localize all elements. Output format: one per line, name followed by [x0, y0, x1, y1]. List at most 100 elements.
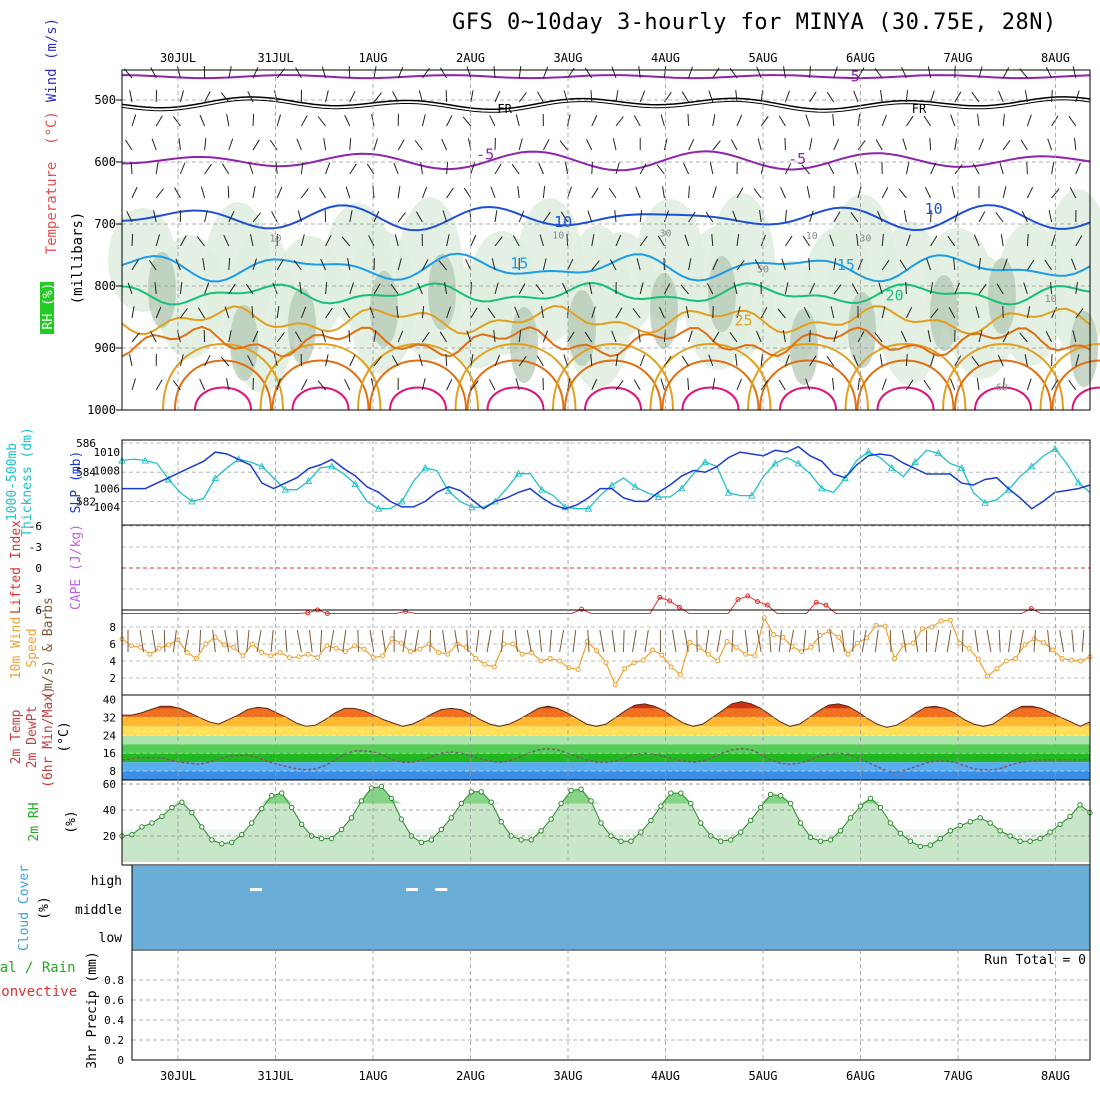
- rh-area: [122, 786, 1090, 862]
- precip-convective-label: Convective: [0, 984, 77, 1000]
- wind-barb: [1002, 67, 1010, 79]
- wind-barb: [591, 161, 593, 175]
- wind-barb: [1024, 354, 1028, 367]
- wind-point: [966, 645, 972, 651]
- surface-wind-barb: [198, 629, 202, 653]
- wind-barb: [1026, 233, 1029, 247]
- wind-barb: [470, 162, 475, 175]
- wind-barb: [687, 377, 690, 391]
- wind-barb: [252, 113, 255, 127]
- surface-wind-barb: [246, 629, 250, 653]
- wind-barb: [615, 354, 619, 367]
- wind-barb: [1051, 115, 1059, 127]
- wind-barb: [446, 306, 451, 319]
- wind-barb: [736, 260, 745, 271]
- wind-barb: [179, 354, 184, 367]
- wind-barb: [590, 354, 593, 367]
- wind-barb: [1048, 210, 1053, 223]
- wind-point: [138, 644, 144, 650]
- wind-point: [249, 641, 255, 647]
- wind-point: [482, 661, 488, 667]
- wind-barb: [591, 260, 600, 271]
- wind-point: [798, 649, 804, 655]
- wind-point: [640, 657, 646, 663]
- wind-barb: [131, 332, 140, 343]
- wind-point: [892, 655, 898, 661]
- wind-barb: [778, 379, 786, 391]
- rh-point: [1067, 813, 1073, 820]
- surface-wind-barb: [861, 629, 867, 653]
- wind-point: [184, 650, 190, 655]
- wind-barb: [688, 258, 692, 271]
- wind-barb: [829, 234, 835, 247]
- surface-wind-barb: [1071, 629, 1075, 653]
- wind-barb: [809, 138, 813, 151]
- rh-point: [478, 789, 484, 795]
- rh-point: [428, 837, 435, 843]
- wind-barb: [251, 306, 254, 319]
- wind-barb: [875, 139, 883, 151]
- wind-barb: [827, 163, 835, 175]
- wind-barb: [150, 331, 157, 343]
- wind-point: [491, 664, 497, 670]
- day-label-bottom: 8AUG: [1041, 1069, 1070, 1083]
- wind-barb: [802, 235, 811, 247]
- wind-barb: [200, 186, 206, 199]
- wind-barb: [518, 66, 522, 79]
- wind-barb: [155, 379, 163, 391]
- rh-point: [1047, 829, 1053, 835]
- wind-point: [957, 640, 963, 646]
- wind-barb: [950, 378, 956, 391]
- day-label-bottom: 4AUG: [651, 1069, 680, 1083]
- rh-contour-label: 10: [552, 231, 564, 242]
- wind-point: [166, 642, 172, 648]
- wind-axis-label: 10m Wind: [9, 617, 24, 680]
- wind-barb: [874, 332, 883, 343]
- wind-barb: [757, 138, 762, 151]
- day-label-top: 5AUG: [749, 51, 778, 65]
- wind-barb: [228, 330, 232, 343]
- wind-barb: [470, 90, 474, 103]
- wind-barb: [805, 378, 811, 391]
- rh-point: [937, 835, 944, 842]
- wind-barb: [131, 233, 134, 247]
- wind-barb: [126, 210, 133, 223]
- wind-barb: [736, 306, 741, 319]
- wind-barb: [373, 356, 382, 367]
- isotherm-line-freezing: [121, 99, 1091, 113]
- wind-barb: [252, 66, 259, 79]
- wind-barb: [421, 306, 425, 319]
- wind-barb: [681, 91, 690, 103]
- wind-barb: [832, 378, 835, 391]
- surface-wind-barb: [402, 629, 407, 653]
- wind-barb: [373, 66, 377, 79]
- wind-barb: [421, 259, 429, 271]
- wind-point: [566, 665, 572, 671]
- wind-barb: [368, 235, 375, 247]
- wind-point: [547, 655, 553, 661]
- wind-barb: [300, 306, 307, 319]
- temp-tick-label: 40: [103, 693, 116, 706]
- wind-point: [668, 664, 674, 670]
- slp-tick-label: 1006: [94, 483, 121, 496]
- rh-point: [658, 803, 664, 809]
- wind-barb: [204, 210, 208, 223]
- pressure-tick-label: 900: [94, 341, 116, 355]
- wind-barb: [567, 331, 575, 343]
- surface-wind-barb: [998, 629, 1001, 653]
- isotherm-line: [121, 96, 1091, 111]
- wind-barb: [562, 282, 569, 295]
- wind-barb: [276, 306, 280, 319]
- surface-wind-barb: [538, 629, 543, 653]
- rh-area-high: [122, 786, 1090, 804]
- rh-point: [718, 838, 724, 844]
- li-tick-label: 3: [35, 583, 42, 596]
- wind-barb: [657, 235, 665, 247]
- rh-point: [618, 838, 624, 844]
- wind-barb: [373, 283, 381, 295]
- wind-point: [556, 658, 562, 664]
- surface-wind-barb: [744, 629, 749, 653]
- isotherm-label: -5: [788, 150, 806, 168]
- isotherm-line: [121, 325, 1091, 358]
- wind-barb: [154, 282, 157, 295]
